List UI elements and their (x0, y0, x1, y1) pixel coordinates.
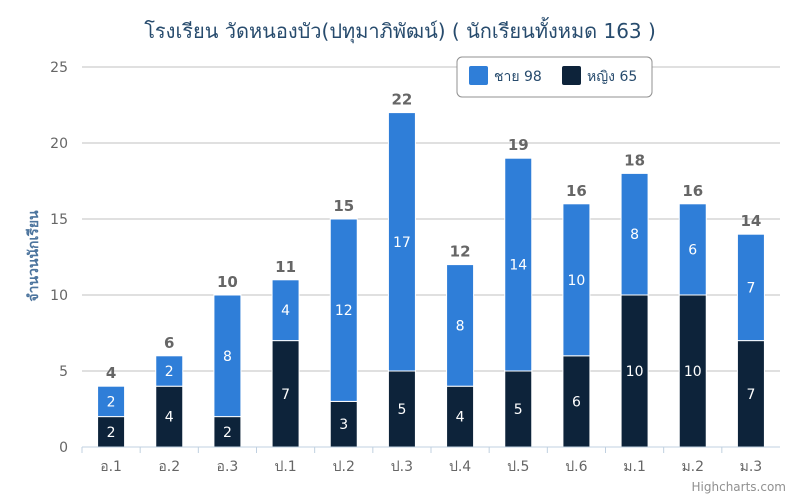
bar-data-label: 8 (630, 227, 639, 243)
x-tick-label: ม.1 (623, 459, 646, 475)
bar-data-label: 8 (223, 349, 232, 365)
x-tick-label: ม.3 (740, 459, 763, 475)
x-tick-label: ป.6 (565, 459, 587, 475)
legend: ชาย 98 หญิง 65 (456, 56, 653, 98)
x-tick-label: ป.3 (391, 459, 413, 475)
bar-segment-female[interactable] (329, 400, 358, 448)
legend-box (456, 56, 653, 98)
bar-data-label: 7 (281, 387, 290, 403)
bar-segment-male[interactable] (213, 294, 242, 418)
bar-segment-male[interactable] (736, 233, 765, 342)
bars: 2244262810741131215517224812514196101610… (97, 91, 765, 448)
bar-data-label: 12 (335, 303, 353, 319)
x-tick-label: อ.2 (158, 459, 180, 475)
y-axis-ticks: 0 5 10 15 20 25 (50, 60, 68, 456)
x-tick-label: ป.2 (333, 459, 355, 475)
bar-data-label: 3 (339, 417, 348, 433)
bar-data-label: 5 (514, 402, 523, 418)
bar-data-label: 2 (165, 364, 174, 380)
stack-total-label: 10 (217, 273, 238, 291)
bar-data-label: 10 (626, 364, 644, 380)
bar-data-label: 5 (397, 402, 406, 418)
stack-total-label: 11 (275, 258, 296, 276)
bar-segment-female[interactable] (446, 385, 475, 448)
x-tick-label: ป.5 (507, 459, 529, 475)
bar-segment-male[interactable] (271, 279, 300, 342)
credits-label[interactable]: Highcharts.com (692, 480, 786, 494)
bar-data-label: 2 (107, 425, 116, 441)
bar-segment-female[interactable] (387, 370, 416, 448)
bar-data-label: 14 (509, 258, 527, 274)
bar-data-label: 10 (568, 273, 586, 289)
x-tick-label: อ.1 (100, 459, 122, 475)
bar-data-label: 7 (746, 387, 755, 403)
bar-data-label: 6 (572, 394, 581, 410)
stack-total-label: 4 (106, 364, 116, 382)
legend-item-male[interactable]: ชาย 98 (469, 66, 542, 85)
y-tick-label: 10 (50, 288, 68, 304)
y-tick-label: 0 (59, 440, 68, 456)
bar-segment-male[interactable] (446, 264, 475, 387)
stack-total-label: 16 (566, 182, 587, 200)
bar-segment-male[interactable] (678, 203, 707, 296)
bar-segment-male[interactable] (97, 385, 126, 418)
stack-total-label: 6 (164, 334, 174, 352)
chart-title: โรงเรียน วัดหนองบัว(ปทุมาภิพัฒน์) ( นักเ… (144, 17, 656, 44)
bar-data-label: 2 (223, 425, 232, 441)
legend-label: ชาย 98 (494, 69, 542, 85)
bar-segment-male[interactable] (620, 172, 649, 296)
bar-segment-male[interactable] (504, 157, 533, 372)
y-tick-label: 25 (50, 60, 68, 76)
stack-total-label: 12 (450, 243, 471, 261)
stack-total-label: 16 (682, 182, 703, 200)
x-tick-label: อ.3 (217, 459, 239, 475)
x-axis-ticks: อ.1 อ.2 อ.3 ป.1 ป.2 ป.3 ป.4 ป.5 ป.6 ม.1 ม.2 ม.3 (81, 447, 763, 475)
bar-segment-female[interactable] (97, 416, 126, 448)
bar-segment-male[interactable] (329, 218, 358, 402)
x-tick-label: ม.2 (681, 459, 704, 475)
y-tick-label: 5 (59, 364, 68, 380)
stack-total-label: 14 (740, 212, 761, 230)
bar-data-label: 4 (281, 303, 290, 319)
bar-data-label: 7 (746, 280, 755, 296)
y-tick-label: 20 (50, 136, 68, 152)
stack-total-label: 18 (624, 151, 645, 169)
grid-lines (82, 66, 780, 372)
bar-segment-male[interactable] (562, 203, 591, 357)
bar-data-label: 4 (456, 410, 465, 426)
legend-label: หญิง 65 (587, 69, 637, 85)
legend-swatch (562, 66, 581, 85)
stack-total-label: 15 (333, 197, 354, 215)
bar-data-label: 17 (393, 235, 411, 251)
legend-item-female[interactable]: หญิง 65 (562, 66, 637, 85)
bar-data-label: 2 (107, 394, 116, 410)
bar-data-label: 8 (456, 318, 465, 334)
bar-data-label: 6 (688, 242, 697, 258)
y-axis-title: จำนวนนักเรียน (26, 210, 42, 302)
bar-segment-female[interactable] (678, 294, 707, 448)
y-tick-label: 15 (50, 212, 68, 228)
bar-segment-male[interactable] (155, 355, 184, 387)
stack-total-label: 22 (391, 91, 412, 109)
bar-segment-female[interactable] (620, 294, 649, 448)
legend-swatch (469, 66, 488, 85)
bar-data-label: 4 (165, 410, 174, 426)
stack-total-label: 19 (508, 136, 529, 154)
x-tick-label: ป.4 (449, 459, 471, 475)
bar-data-label: 10 (684, 364, 702, 380)
x-tick-label: ป.1 (274, 459, 296, 475)
bar-segment-male[interactable] (387, 112, 416, 372)
